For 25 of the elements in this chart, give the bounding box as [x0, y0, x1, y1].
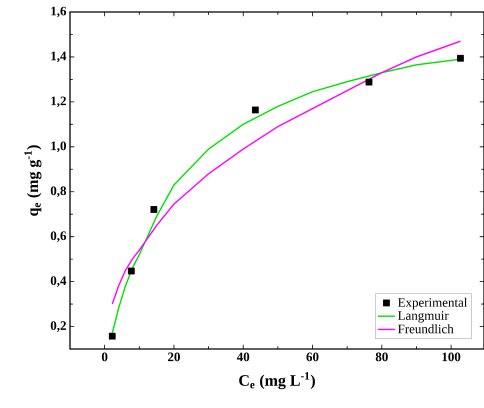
x-tick-label: 80: [376, 352, 388, 362]
y-tick-label: 0,2: [50, 321, 66, 332]
x-tick-label: 0: [102, 352, 108, 362]
point: [366, 78, 372, 86]
y-tick-label: 0,4: [50, 276, 66, 287]
y-tick-label: 1,6: [51, 6, 66, 18]
legend-label: Experimental: [398, 298, 468, 310]
x-tick-label: 100: [442, 352, 460, 362]
y-tick-label: 0,8: [50, 186, 66, 198]
legend-label: Freundlich: [398, 324, 454, 334]
point: [108, 332, 116, 340]
x-tick-label: 40: [236, 352, 250, 362]
point: [252, 106, 259, 114]
point: [128, 268, 135, 274]
y-tick-label: 1,4: [51, 52, 66, 62]
point: [150, 206, 158, 213]
y-tick-label: 0,6: [50, 231, 66, 242]
y-tick-label: 1,2: [51, 96, 66, 108]
y-tick-label: 1,0: [51, 141, 66, 152]
legend-label: Langmuir: [398, 311, 449, 323]
x-axis-title: C$_{e}$ (mg L$^{-1}$): [239, 372, 315, 390]
x-tick-label: 20: [168, 352, 180, 362]
point: [457, 54, 464, 62]
y-axis-title: q$_{e}$ (mg g$^{-1}$): [24, 145, 42, 216]
x-tick-label: 60: [306, 352, 318, 362]
